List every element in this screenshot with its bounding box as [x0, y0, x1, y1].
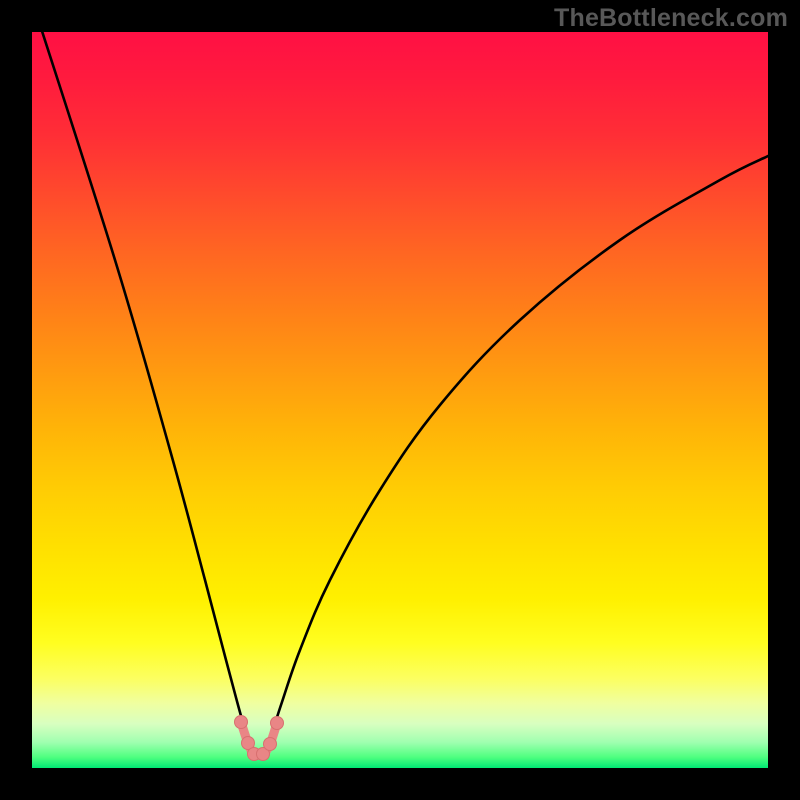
curve-layer	[0, 0, 800, 800]
watermark-text: TheBottleneck.com	[554, 4, 788, 33]
valley-marker	[235, 716, 248, 729]
valley-marker	[264, 738, 277, 751]
bottleneck-curve	[32, 0, 245, 730]
chart-frame: TheBottleneck.com	[0, 0, 800, 800]
bottleneck-curve	[273, 156, 768, 730]
valley-marker	[271, 717, 284, 730]
